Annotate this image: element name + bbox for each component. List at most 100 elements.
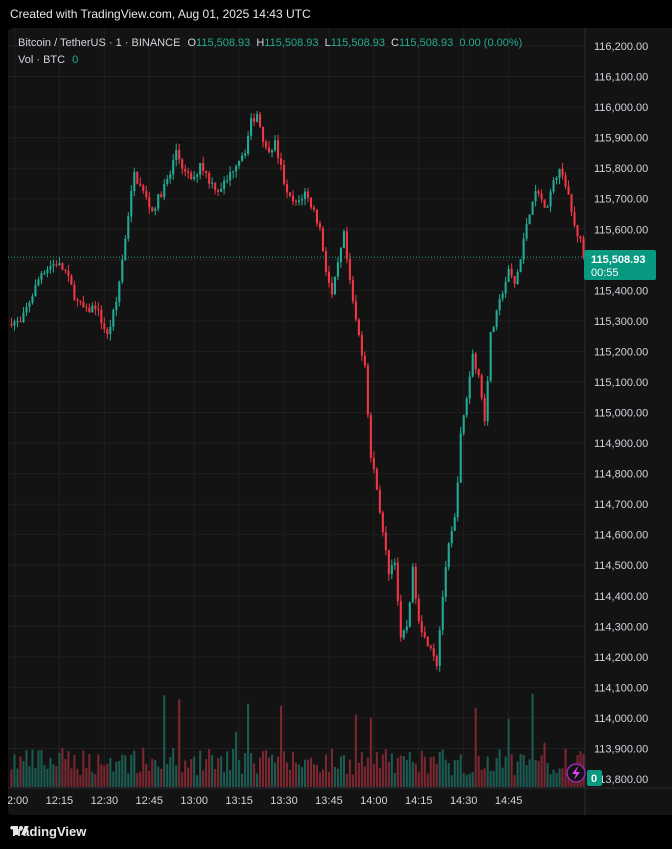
volume-bar <box>55 766 58 787</box>
volume-bars <box>10 693 585 787</box>
volume-bar <box>91 772 94 787</box>
candle-body <box>300 199 304 201</box>
candle-body <box>531 201 534 215</box>
volume-bar <box>321 769 325 787</box>
candle-body <box>270 150 274 153</box>
candle-body <box>405 626 408 631</box>
price-tick-label: 115,800.00 <box>594 163 648 175</box>
candle-body <box>13 321 16 326</box>
candle-body <box>501 293 504 299</box>
volume-bar <box>324 754 327 787</box>
candle-body <box>285 183 289 193</box>
candle-body <box>166 178 169 184</box>
volume-bar <box>175 765 178 787</box>
candle-body <box>19 321 22 323</box>
volume-bar <box>342 755 345 787</box>
candle-body <box>43 273 46 275</box>
time-tick-label: 12:15 <box>46 795 74 807</box>
volume-bar <box>381 754 384 787</box>
price-axis[interactable]: 116,200.00 116,100.00 116,000.00 115,900.00… <box>584 28 648 815</box>
candle-body <box>187 171 190 173</box>
volume-bar <box>103 765 106 787</box>
created-with-text: Created with TradingView.com, Aug 01, 20… <box>10 7 311 21</box>
volume-bar <box>28 766 31 787</box>
candle-body <box>106 329 109 334</box>
candle-body <box>507 268 510 283</box>
legend-volume-label: Vol · BTC <box>18 54 65 66</box>
candle-body <box>576 225 579 237</box>
candle-body <box>273 140 277 151</box>
price-tick-label: 116,200.00 <box>594 41 648 53</box>
price-chart[interactable]: 116,200.00 116,100.00 116,000.00 115,900.00… <box>8 28 672 815</box>
candle-body <box>363 355 366 366</box>
volume-bar <box>393 772 396 787</box>
candle-body <box>214 182 217 191</box>
volume-bar <box>268 757 271 787</box>
volume-bar <box>247 703 250 787</box>
legend-close-label: C <box>391 37 399 49</box>
volume-bar <box>70 768 73 787</box>
volume-bar <box>85 767 88 787</box>
volume-bar <box>564 748 567 787</box>
last-price-value: 115,508.93 <box>591 254 645 266</box>
candle-countdown: 00:55 <box>591 267 619 279</box>
volume-bar <box>112 771 115 787</box>
volume-bar <box>327 771 330 787</box>
candle-body <box>408 602 411 627</box>
volume-bar <box>483 768 486 787</box>
volume-bar <box>276 756 280 787</box>
volume-bar <box>420 750 423 787</box>
time-tick-label: 12:00 <box>8 795 28 807</box>
candle-body <box>384 532 387 551</box>
candle-body <box>22 312 25 323</box>
volume-bar <box>540 755 543 787</box>
chart-grid <box>8 28 585 788</box>
volume-bar <box>46 768 49 787</box>
legend-low-label: L <box>325 37 331 49</box>
candle-body <box>256 114 259 122</box>
candle-body <box>372 457 375 470</box>
candle-body <box>441 597 444 631</box>
volume-bar <box>426 773 429 787</box>
time-axis[interactable]: 12:00 12:15 12:30 12:45 13:00 13:15 13:30 13:45… <box>8 787 672 807</box>
candle-body <box>348 258 351 280</box>
candle-body <box>552 180 555 192</box>
candle-body <box>486 380 489 422</box>
candle-body <box>315 209 319 224</box>
tradingview-logo[interactable]: TradingView <box>10 824 86 840</box>
volume-bar <box>405 760 408 787</box>
candle-body <box>130 191 133 217</box>
candle-body <box>262 126 265 142</box>
volume-bar <box>52 764 55 787</box>
legend-high-label: H <box>256 37 264 49</box>
candle-body <box>10 323 13 326</box>
volume-bar <box>459 754 462 787</box>
volume-bar <box>244 753 247 787</box>
candle-body <box>360 335 363 356</box>
candle-body <box>70 275 73 285</box>
volume-bar <box>504 756 507 787</box>
candle-body <box>196 174 199 177</box>
volume-bar <box>492 770 495 787</box>
volume-bar <box>154 759 157 787</box>
tradingview-brand: TradingView <box>10 824 87 839</box>
volume-bar <box>534 760 537 787</box>
volume-bar <box>273 762 277 787</box>
volume-bar <box>118 760 121 787</box>
chart-frame[interactable]: 116,200.00 116,100.00 116,000.00 115,900.00… <box>8 28 672 815</box>
volume-bar <box>297 764 301 787</box>
price-tick-label: 114,100.00 <box>594 682 648 694</box>
candle-body <box>276 140 280 159</box>
candlesticks <box>10 110 585 672</box>
volume-bar <box>139 771 142 787</box>
candle-body <box>103 323 106 330</box>
lightning-icon[interactable] <box>566 763 586 783</box>
volume-bar <box>217 757 220 787</box>
volume-bar <box>333 766 336 787</box>
volume-bar <box>124 755 127 787</box>
volume-bar <box>229 770 232 787</box>
candle-body <box>432 648 435 657</box>
candle-body <box>244 153 247 156</box>
time-tick-label: 13:45 <box>315 795 343 807</box>
candle-body <box>25 306 28 313</box>
